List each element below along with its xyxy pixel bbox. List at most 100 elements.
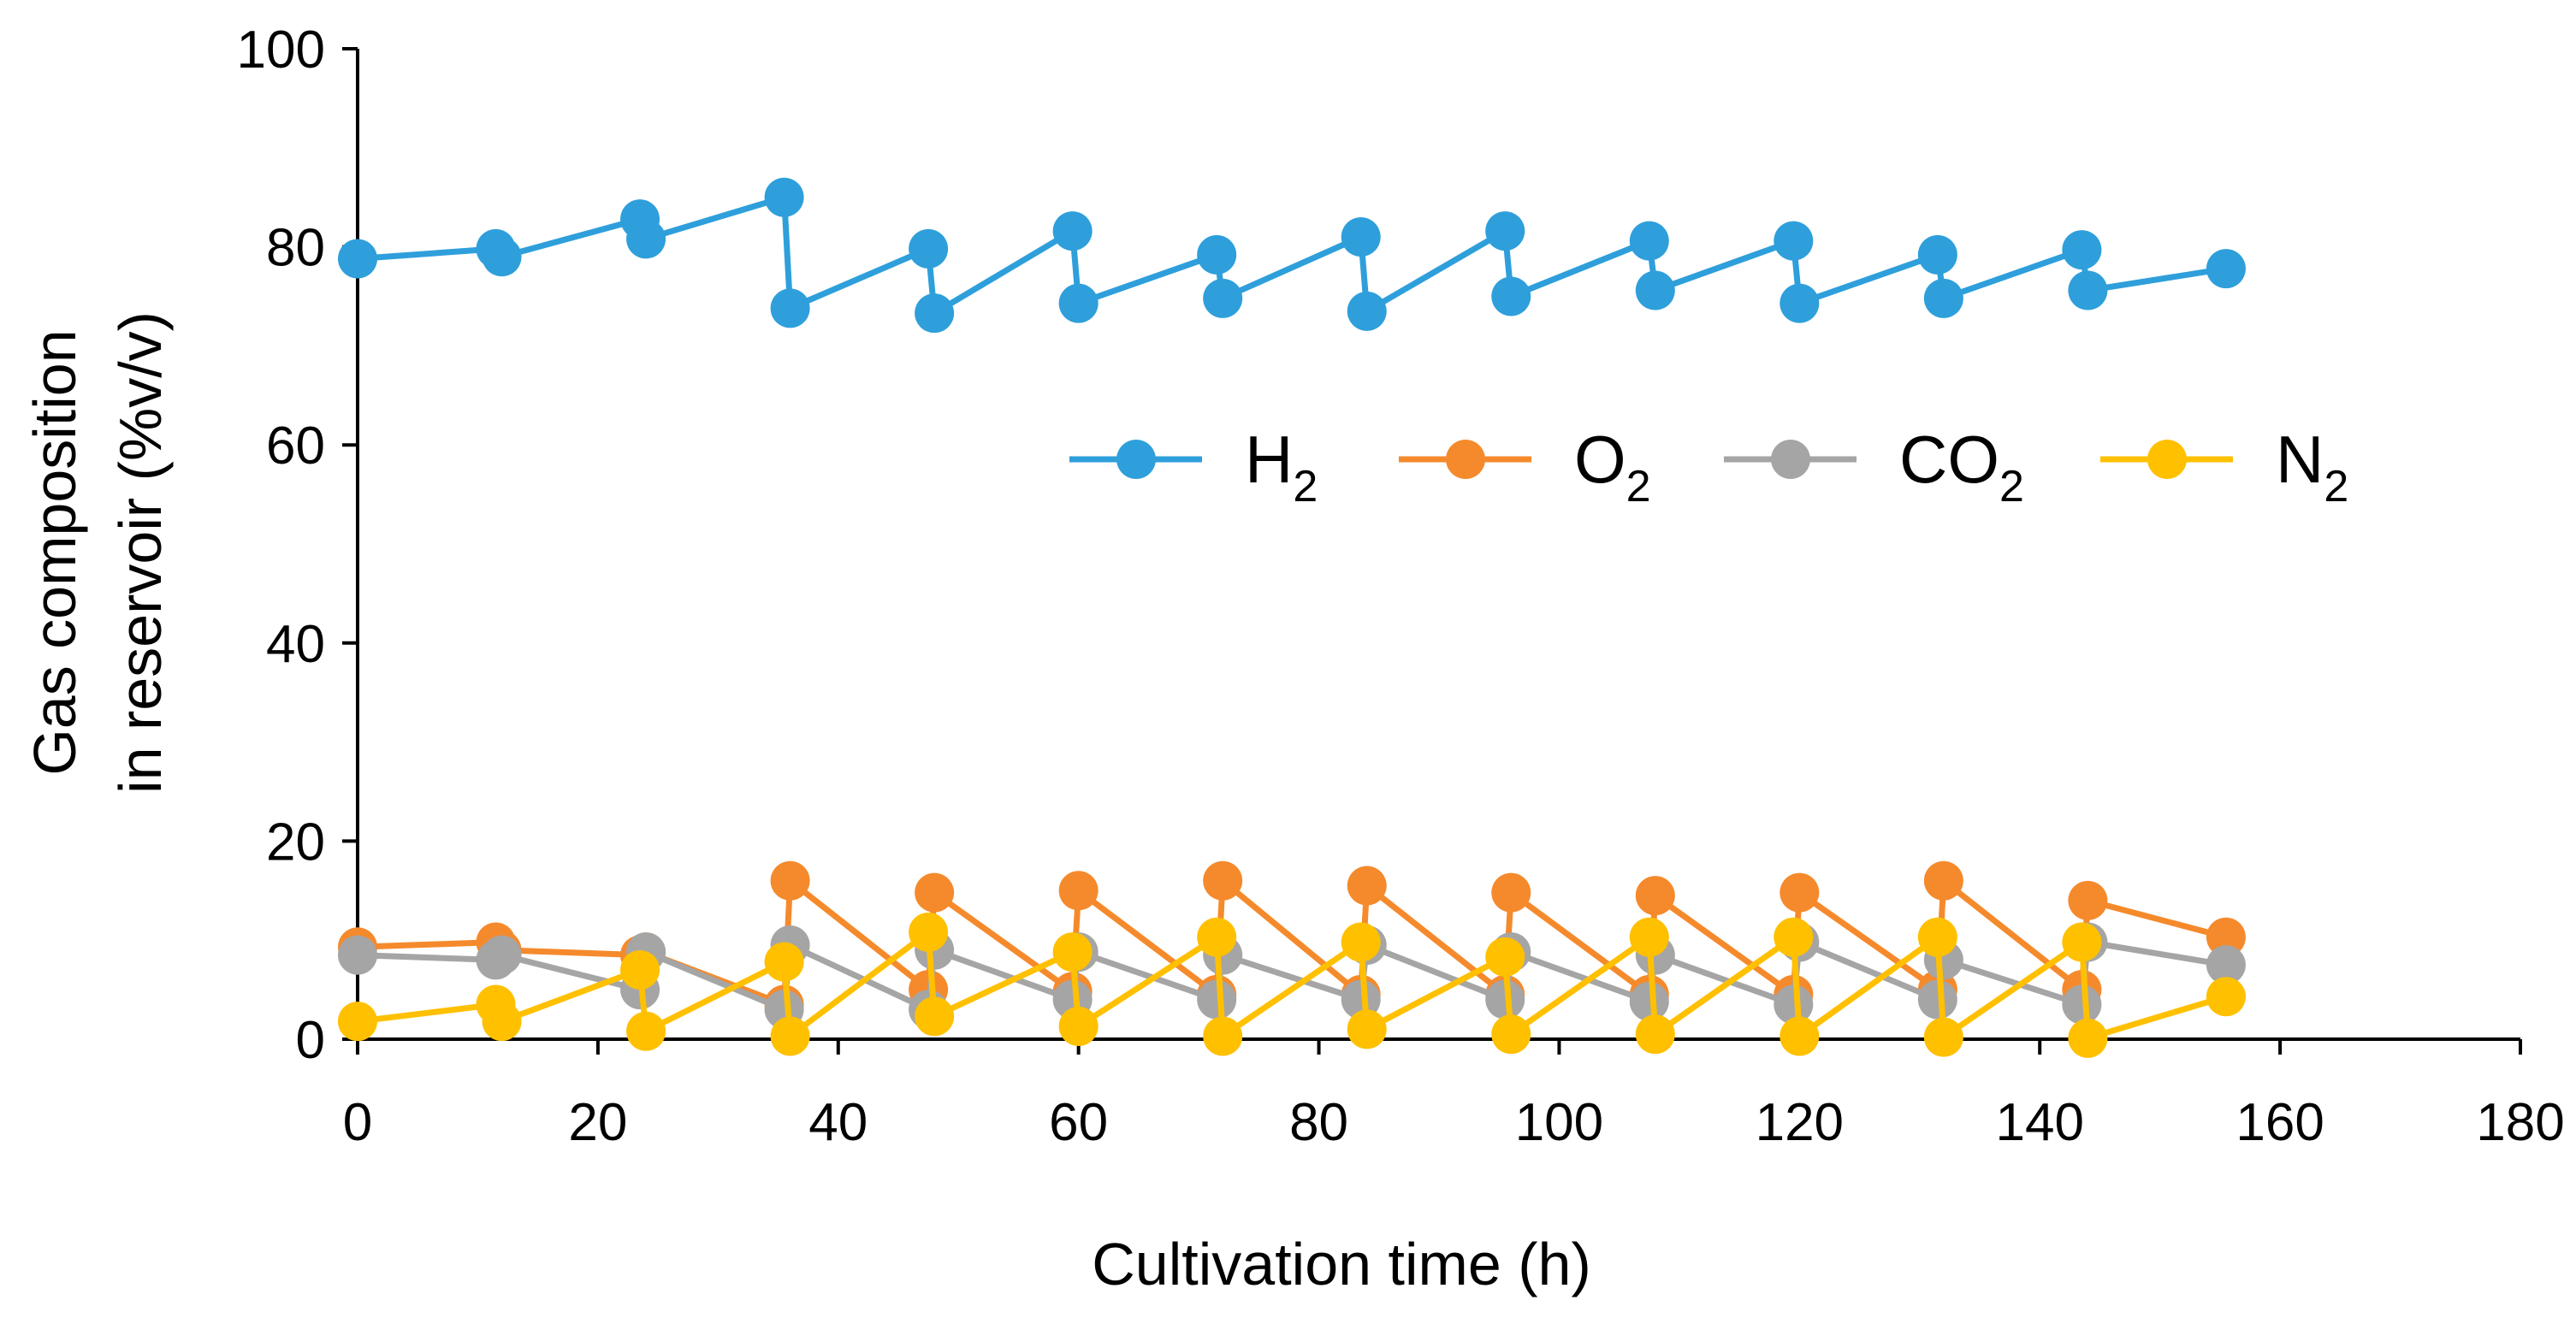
data-point-n2 <box>1052 932 1093 972</box>
y-tick-label: 80 <box>266 219 325 278</box>
data-point-h2 <box>1491 276 1531 316</box>
data-point-n2 <box>482 1002 522 1042</box>
data-point-h2 <box>1629 221 1669 261</box>
data-point-h2 <box>1774 221 1814 261</box>
y-axis-title-line: in reservoir (%v/v) <box>107 311 174 794</box>
x-tick-label: 180 <box>2476 1093 2564 1152</box>
data-point-h2 <box>1923 278 1963 318</box>
data-point-o2 <box>1058 871 1099 911</box>
series-h2 <box>338 177 2246 334</box>
legend-label-h2: H2 <box>1245 422 1318 511</box>
tick-labels: 0 20 40 60 80 100 0 20 40 60 80 100 120 140 160 180 <box>237 21 2565 1152</box>
data-point-n2 <box>1058 1006 1099 1046</box>
data-point-h2 <box>2062 230 2102 270</box>
x-tick-label: 160 <box>2235 1093 2324 1152</box>
data-point-co2 <box>2206 945 2246 985</box>
data-point-h2 <box>2068 270 2108 310</box>
series-n2 <box>338 912 2246 1058</box>
data-point-h2 <box>1341 217 1381 257</box>
data-point-co2 <box>338 935 377 975</box>
data-point-o2 <box>1635 876 1675 916</box>
legend-item-n2: N2 <box>2100 422 2348 511</box>
data-point-o2 <box>2068 880 2108 920</box>
data-point-co2 <box>1341 979 1381 1020</box>
legend-item-o2: O2 <box>1399 422 1651 511</box>
y-tick-label: 40 <box>266 615 325 674</box>
data-point-n2 <box>1917 917 1957 957</box>
data-point-n2 <box>2206 977 2246 1017</box>
data-point-n2 <box>1197 917 1237 957</box>
legend-marker-h2 <box>1116 440 1156 479</box>
x-axis-title: Cultivation time (h) <box>1092 1231 1591 1297</box>
data-point-o2 <box>1347 866 1387 906</box>
data-point-n2 <box>764 942 804 982</box>
data-point-h2 <box>770 288 810 328</box>
y-tick-label: 0 <box>296 1011 325 1070</box>
data-point-h2 <box>1780 283 1820 323</box>
data-point-co2 <box>2062 984 2102 1025</box>
x-tick-label: 20 <box>568 1093 627 1152</box>
data-point-h2 <box>1197 234 1237 275</box>
legend-marker-co2 <box>1771 440 1810 479</box>
data-point-n2 <box>1635 1014 1675 1055</box>
x-tick-label: 100 <box>1515 1093 1603 1152</box>
data-point-n2 <box>915 996 955 1037</box>
data-point-h2 <box>1347 291 1387 331</box>
data-point-n2 <box>1491 1014 1531 1055</box>
data-point-n2 <box>1341 922 1381 962</box>
axes <box>342 47 2522 1055</box>
data-point-o2 <box>1780 872 1820 913</box>
legend-marker-n2 <box>2147 440 2187 479</box>
data-point-o2 <box>1491 872 1531 913</box>
data-point-o2 <box>915 872 955 913</box>
x-tick-label: 40 <box>808 1093 868 1152</box>
legend-item-h2: H2 <box>1069 422 1318 511</box>
data-point-h2 <box>1635 270 1675 310</box>
legend: H2 O2 CO2 N2 <box>1069 422 2348 511</box>
data-point-h2 <box>338 239 377 279</box>
data-point-h2 <box>1052 211 1093 251</box>
data-point-h2 <box>2206 249 2246 289</box>
data-point-h2 <box>764 177 804 217</box>
y-tick-label: 60 <box>266 417 325 476</box>
data-point-n2 <box>2062 922 2102 962</box>
data-point-o2 <box>2206 917 2246 957</box>
x-tick-label: 60 <box>1049 1093 1108 1152</box>
y-tick-label: 20 <box>266 813 325 872</box>
data-point-h2 <box>626 219 666 259</box>
data-point-n2 <box>1774 917 1814 957</box>
data-point-o2 <box>1923 860 1963 901</box>
data-point-o2 <box>1203 860 1243 901</box>
series-line-h2 <box>357 194 2227 316</box>
data-point-o2 <box>770 860 810 901</box>
data-point-n2 <box>1780 1016 1820 1056</box>
x-tick-label: 80 <box>1289 1093 1348 1152</box>
x-tick-label: 120 <box>1756 1093 1844 1152</box>
data-point-co2 <box>482 935 522 975</box>
y-tick-label: 100 <box>237 21 325 80</box>
data-point-co2 <box>1774 984 1814 1025</box>
plot-area <box>338 177 2246 1058</box>
y-axis-title: Gas composition in reservoir (%v/v) <box>21 311 174 794</box>
x-tick-label: 140 <box>1995 1093 2083 1152</box>
legend-label-co2: CO2 <box>1899 422 2024 511</box>
data-point-n2 <box>909 912 949 952</box>
data-point-h2 <box>915 293 955 334</box>
data-point-n2 <box>620 949 660 990</box>
data-point-h2 <box>482 237 522 277</box>
data-point-n2 <box>2068 1018 2108 1058</box>
data-point-h2 <box>1203 278 1243 318</box>
series-line-n2 <box>357 929 2227 1042</box>
data-point-n2 <box>1923 1017 1963 1057</box>
data-point-h2 <box>1917 234 1957 275</box>
legend-marker-o2 <box>1446 440 1485 479</box>
legend-item-co2: CO2 <box>1724 422 2024 511</box>
data-point-co2 <box>1917 979 1957 1020</box>
data-point-co2 <box>1197 979 1237 1020</box>
data-point-co2 <box>1629 981 1669 1021</box>
data-point-n2 <box>1347 1009 1387 1049</box>
data-point-n2 <box>1203 1016 1243 1056</box>
x-tick-label: 0 <box>343 1093 372 1152</box>
legend-label-n2: N2 <box>2276 422 2348 511</box>
